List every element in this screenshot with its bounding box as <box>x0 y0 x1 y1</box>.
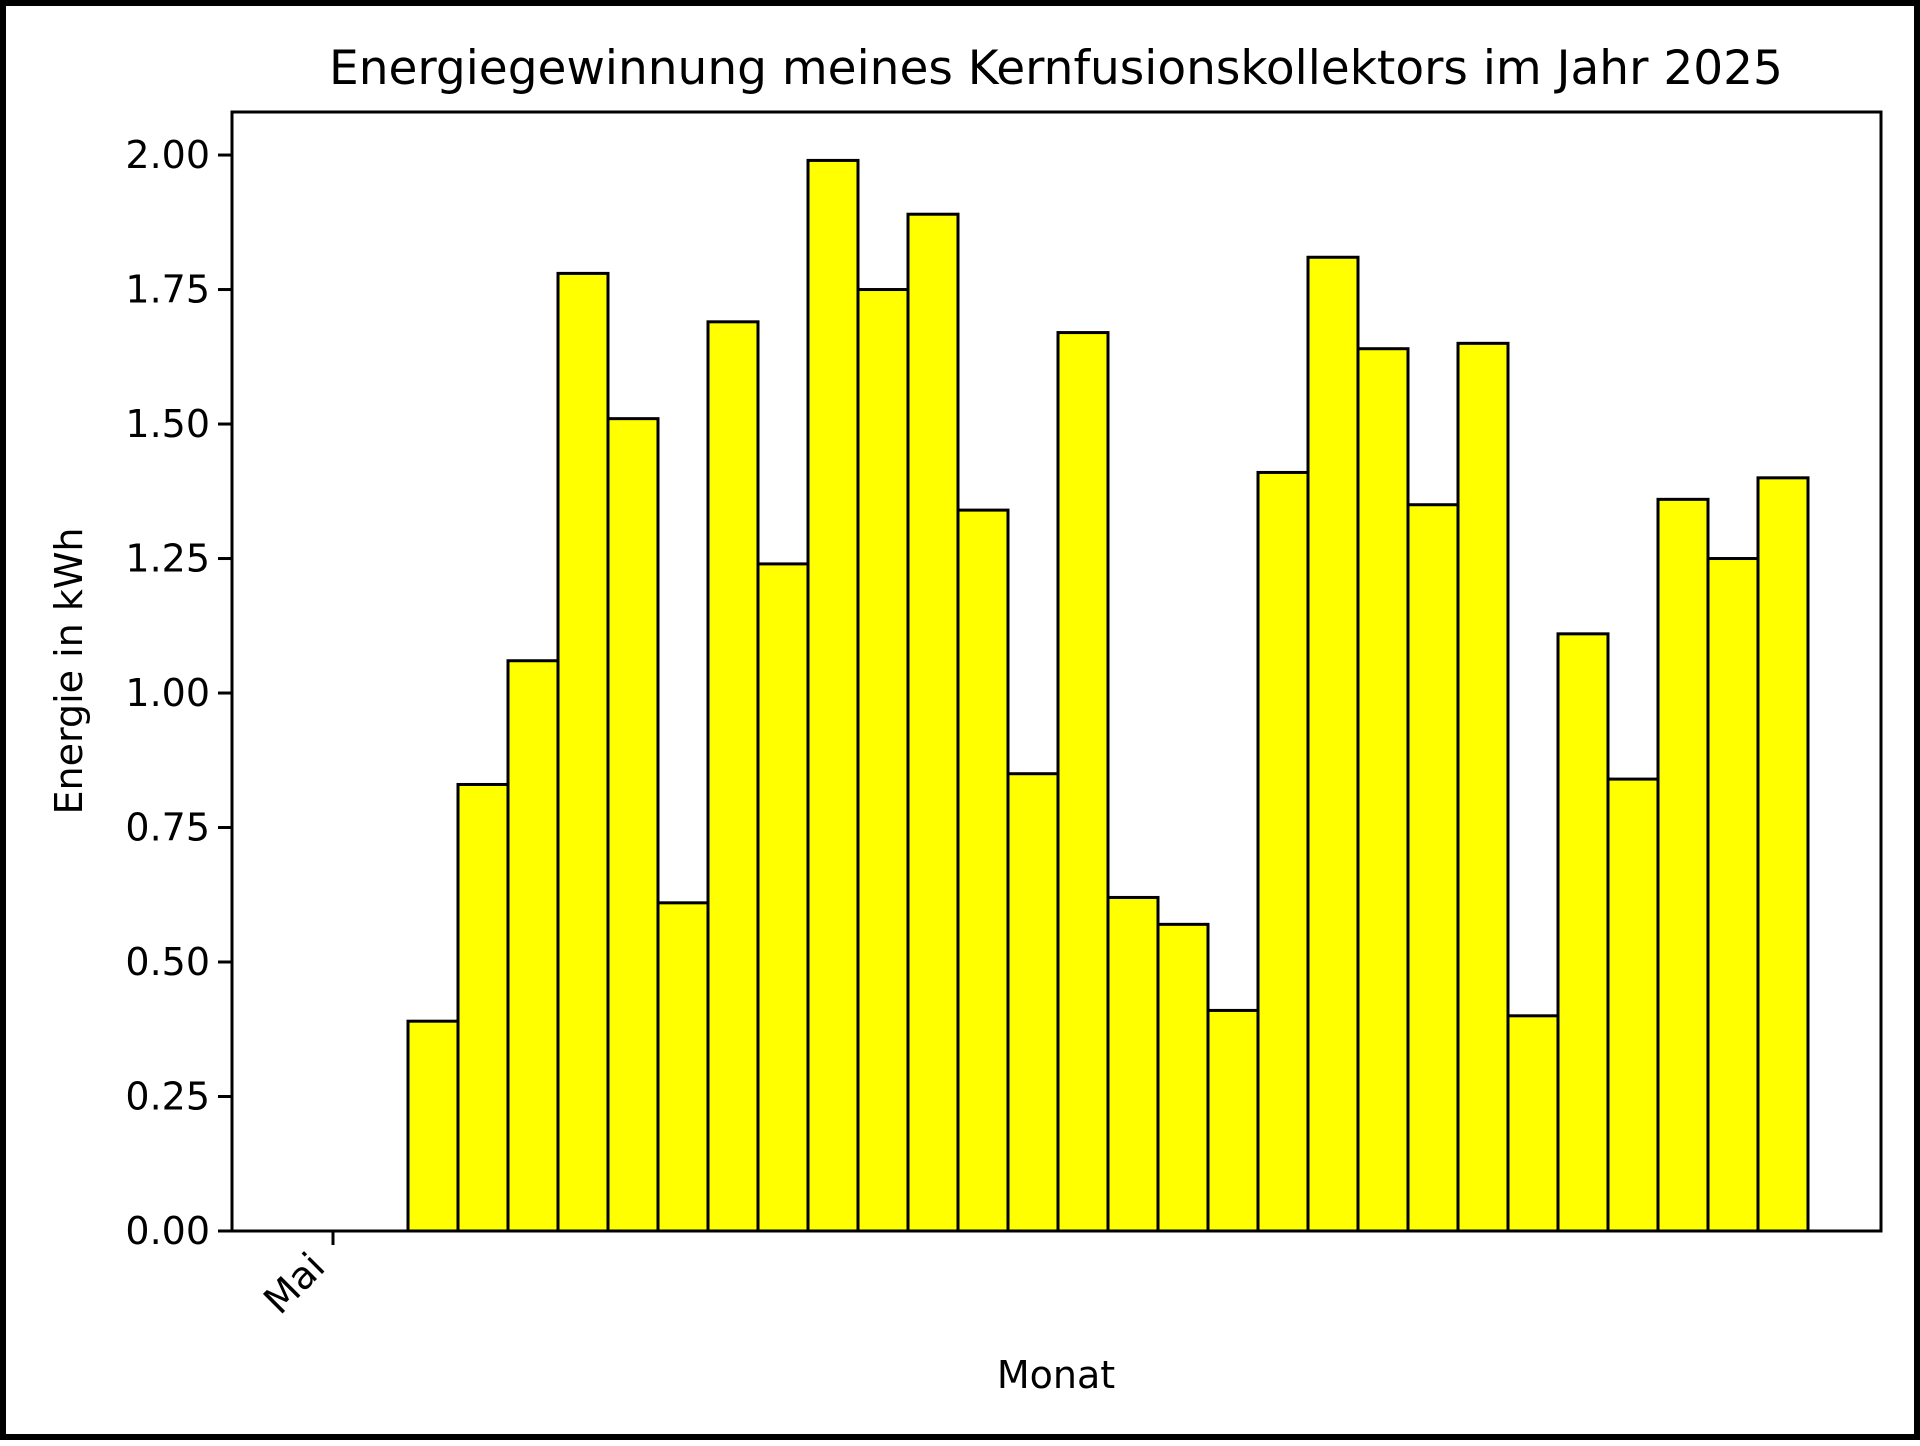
y-axis-label: Energie in kWh <box>47 528 91 815</box>
bar <box>1406 503 1460 1233</box>
x-axis-label: Monat <box>997 1353 1115 1397</box>
y-tick-label: 0.25 <box>125 1075 210 1119</box>
chart-title: Energiegewinnung meines Kernfusionskolle… <box>329 41 1783 96</box>
bar <box>1706 557 1760 1233</box>
y-tick-label: 0.50 <box>125 940 210 984</box>
y-axis: 0.00 0.25 0.50 0.75 1.00 1.25 1.50 1.75 2.00 <box>125 133 232 1253</box>
bar <box>1256 470 1310 1233</box>
bar <box>1056 331 1110 1233</box>
bar <box>1456 341 1510 1233</box>
bar <box>756 562 810 1233</box>
bar <box>856 288 910 1233</box>
bar <box>656 901 710 1233</box>
y-tick-label: 2.00 <box>125 133 210 177</box>
bar <box>906 212 960 1233</box>
bars-group <box>406 158 1810 1233</box>
y-tick-label: 1.00 <box>125 671 210 715</box>
bar <box>1006 772 1060 1233</box>
bar <box>506 659 560 1233</box>
bar <box>1656 497 1710 1233</box>
y-tick-label: 1.75 <box>125 268 210 312</box>
bar <box>406 1019 460 1233</box>
bar <box>956 508 1010 1233</box>
bar <box>1606 777 1660 1233</box>
x-tick-label: Mai <box>255 1244 333 1322</box>
bar-chart: Energiegewinnung meines Kernfusionskolle… <box>47 41 1883 1397</box>
y-tick-label: 1.50 <box>125 402 210 446</box>
bar <box>456 782 510 1233</box>
bar <box>1506 1014 1560 1233</box>
bar <box>1156 922 1210 1233</box>
bar <box>806 158 860 1233</box>
bar <box>606 417 660 1233</box>
bar <box>1106 895 1160 1233</box>
bar <box>1756 476 1810 1233</box>
y-tick-label: 0.75 <box>125 806 210 850</box>
bar <box>1306 255 1360 1233</box>
bar <box>706 320 760 1233</box>
y-tick-label: 0.00 <box>125 1209 210 1253</box>
plot-area-border <box>230 110 1883 1233</box>
bar <box>1206 1008 1260 1233</box>
x-axis: Mai <box>255 1231 335 1322</box>
y-tick-label: 1.25 <box>125 537 210 581</box>
bar <box>1556 632 1610 1233</box>
bar <box>1356 347 1410 1233</box>
bar <box>556 271 610 1233</box>
